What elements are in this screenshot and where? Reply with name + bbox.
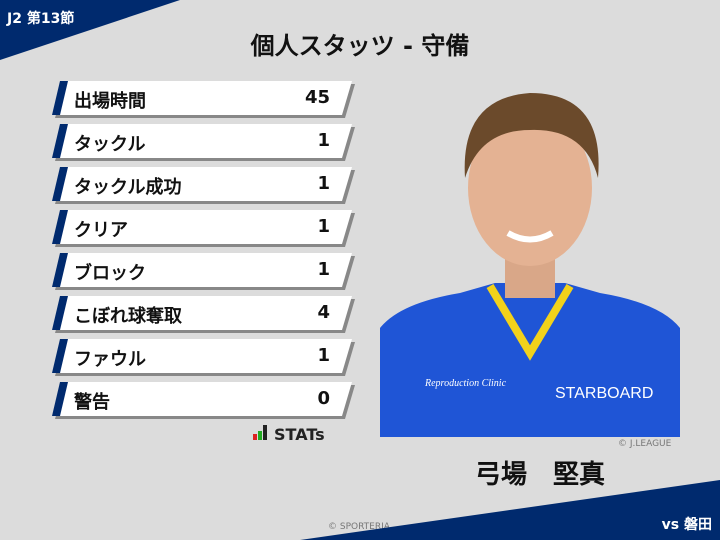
logo-text: STATs [274, 425, 325, 444]
page-title: 個人スタッツ - 守備 [250, 32, 470, 60]
row-background [52, 81, 352, 115]
stat-row: クリア 1 [52, 210, 352, 244]
row-background [52, 210, 352, 244]
stat-value: 45 [304, 87, 330, 108]
stat-label: 出場時間 [74, 91, 146, 112]
stat-value: 1 [317, 216, 330, 237]
stat-value: 1 [317, 345, 330, 366]
stat-value: 1 [317, 173, 330, 194]
stat-label: クリア [74, 220, 128, 241]
row-background [52, 382, 352, 416]
svg-text:Reproduction Clinic: Reproduction Clinic [424, 378, 507, 389]
stat-value: 4 [317, 302, 330, 323]
stat-row: ファウル 1 [52, 339, 352, 373]
stats-logo: STATs [253, 425, 325, 444]
row-background [52, 124, 352, 158]
player-photo: STARBOARD Reproduction Clinic [380, 68, 680, 437]
stat-value: 0 [317, 388, 330, 409]
stat-value: 1 [317, 259, 330, 280]
bar-chart-icon [253, 425, 268, 444]
stat-label: こぼれ球奪取 [74, 306, 182, 327]
stat-row: タックル 1 [52, 124, 352, 158]
opponent-label: vs 磐田 [661, 517, 712, 533]
stat-row: タックル成功 1 [52, 167, 352, 201]
player-name: 弓場 堅真 [474, 460, 605, 490]
photo-credit: © J.LEAGUE [618, 439, 672, 449]
stat-label: タックル成功 [74, 177, 182, 198]
row-background [52, 296, 352, 330]
stat-label: ブロック [74, 263, 146, 284]
round-label: J2 第13節 [7, 11, 75, 27]
stat-label: タックル [74, 134, 146, 155]
copyright: © SPORTERIA [328, 522, 390, 532]
row-background [52, 167, 352, 201]
stat-label: ファウル [74, 349, 146, 370]
stat-row: 警告 0 [52, 382, 352, 416]
svg-text:STARBOARD: STARBOARD [555, 385, 653, 402]
row-background [52, 253, 352, 287]
stat-row: こぼれ球奪取 4 [52, 296, 352, 330]
stat-value: 1 [317, 130, 330, 151]
stat-row: ブロック 1 [52, 253, 352, 287]
row-background [52, 339, 352, 373]
stat-label: 警告 [74, 392, 110, 413]
stat-row: 出場時間 45 [52, 81, 352, 115]
